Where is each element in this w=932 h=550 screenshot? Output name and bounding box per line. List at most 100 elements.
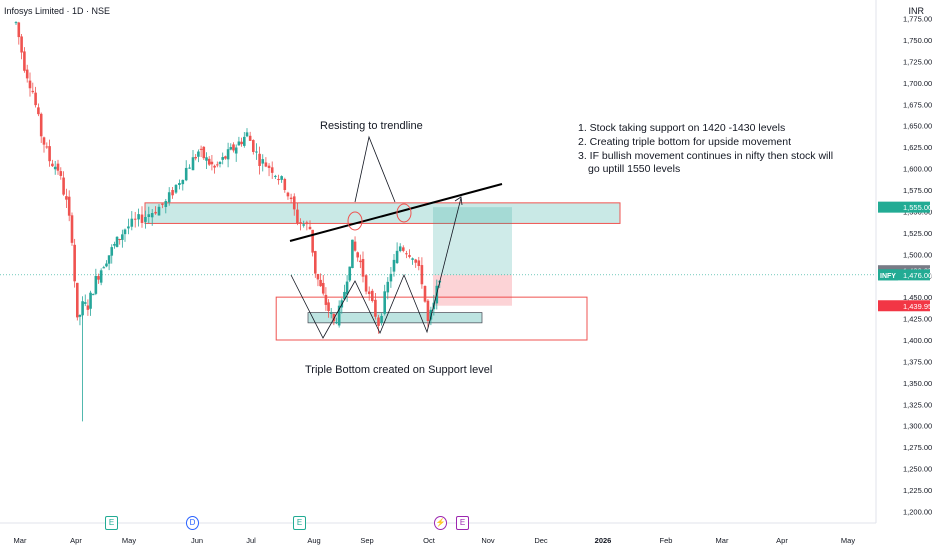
candle-body (367, 291, 371, 295)
candle-body (224, 156, 227, 159)
candle-body (31, 90, 35, 93)
candle-body (423, 285, 427, 302)
event-marker[interactable]: E (456, 516, 469, 530)
candle-body (205, 157, 208, 161)
event-marker[interactable]: ⚡ (434, 516, 447, 530)
candle-body (184, 167, 188, 181)
candle-body (395, 250, 399, 264)
candle-body (89, 292, 92, 309)
y-tick-label: 1,225.00 (903, 486, 932, 495)
candle-body (299, 222, 302, 224)
candle-body (59, 171, 63, 176)
candle-body (174, 184, 178, 193)
candle-body (14, 22, 18, 24)
candle-body (332, 313, 336, 322)
price-tag-label: 1,476.00 (903, 271, 932, 280)
bottom-zone (307, 312, 483, 324)
event-marker[interactable]: D (186, 516, 199, 530)
y-tick-label: 1,425.00 (903, 315, 932, 324)
candle-body (345, 281, 349, 295)
candle-body (28, 80, 32, 89)
candle-body (107, 255, 111, 264)
x-tick-label: 2026 (595, 536, 612, 545)
candle-body (39, 113, 43, 137)
callout-lines (354, 135, 396, 203)
note-line-1: 1. Stock taking support on 1420 -1430 le… (578, 122, 785, 134)
candle-body (118, 239, 121, 241)
x-tick-label: Aug (307, 536, 320, 545)
candle-body (374, 299, 377, 317)
candle-body (171, 189, 174, 196)
candle-body (78, 314, 82, 317)
candle-body (65, 196, 68, 200)
candle-body (97, 276, 100, 280)
candle-body (167, 192, 171, 203)
candle-body (292, 196, 296, 210)
candle-body (99, 270, 103, 283)
candle-body (324, 294, 328, 305)
candle-body (48, 146, 51, 162)
event-marker[interactable]: E (293, 516, 306, 530)
event-marker[interactable]: E (105, 516, 118, 530)
y-tick-label: 1,400.00 (903, 336, 932, 345)
note-line-3: 3. IF bullish movement continues in nift… (578, 150, 833, 162)
candle-body (157, 206, 161, 216)
candle-body (45, 146, 49, 148)
candle-body (319, 279, 322, 287)
candle-body (191, 157, 195, 171)
y-tick-label: 1,375.00 (903, 357, 932, 366)
candle-body (25, 69, 29, 79)
candle-body (213, 165, 216, 168)
x-tick-label: Mar (716, 536, 729, 545)
candle-body (429, 309, 433, 320)
y-tick-label: 1,650.00 (903, 122, 932, 131)
candle-body (94, 276, 98, 294)
candle-body (308, 226, 312, 230)
y-tick-label: 1,325.00 (903, 400, 932, 409)
candle-body (37, 107, 40, 115)
x-tick-label: Nov (481, 536, 495, 545)
candle-body (150, 213, 154, 218)
candle-body (296, 209, 299, 223)
candle-body (364, 275, 368, 292)
candle-body (248, 135, 252, 141)
candle-body (348, 266, 352, 281)
candle-body (23, 51, 26, 71)
candle-body (417, 260, 421, 266)
support-zone (275, 296, 588, 341)
candle-body (267, 165, 271, 168)
candle-body (197, 151, 200, 157)
y-tick-label: 1,450.00 (903, 293, 932, 302)
candle-body (283, 178, 287, 190)
candle-body (226, 149, 230, 160)
candle-body (280, 176, 283, 180)
candle-body (289, 197, 293, 200)
candle-body (199, 148, 203, 150)
candle-body (311, 229, 314, 253)
candle-body (154, 211, 157, 214)
trendline (289, 183, 503, 242)
x-tick-label: Sep (360, 536, 373, 545)
candle-body (91, 294, 95, 296)
candle-body (56, 163, 60, 171)
candle-body (383, 291, 386, 314)
x-tick-label: May (841, 536, 855, 545)
x-tick-label: Apr (776, 536, 788, 545)
candle-body (245, 132, 249, 137)
y-tick-label: 1,575.00 (903, 186, 932, 195)
candle-body (353, 241, 357, 251)
candle-body (110, 247, 114, 256)
y-tick-label: 1,675.00 (903, 100, 932, 109)
candle-body (127, 226, 130, 229)
candle-body (252, 140, 255, 152)
candle-body (113, 244, 116, 246)
y-tick-label: 1,300.00 (903, 422, 932, 431)
candle-body (359, 260, 362, 263)
candle-body (361, 259, 365, 277)
candle-body (405, 253, 408, 255)
chart-title: Infosys Limited · 1D · NSE (4, 6, 111, 16)
x-tick-label: Apr (70, 536, 82, 545)
touch-circle (396, 203, 412, 223)
candle-body (194, 157, 197, 159)
